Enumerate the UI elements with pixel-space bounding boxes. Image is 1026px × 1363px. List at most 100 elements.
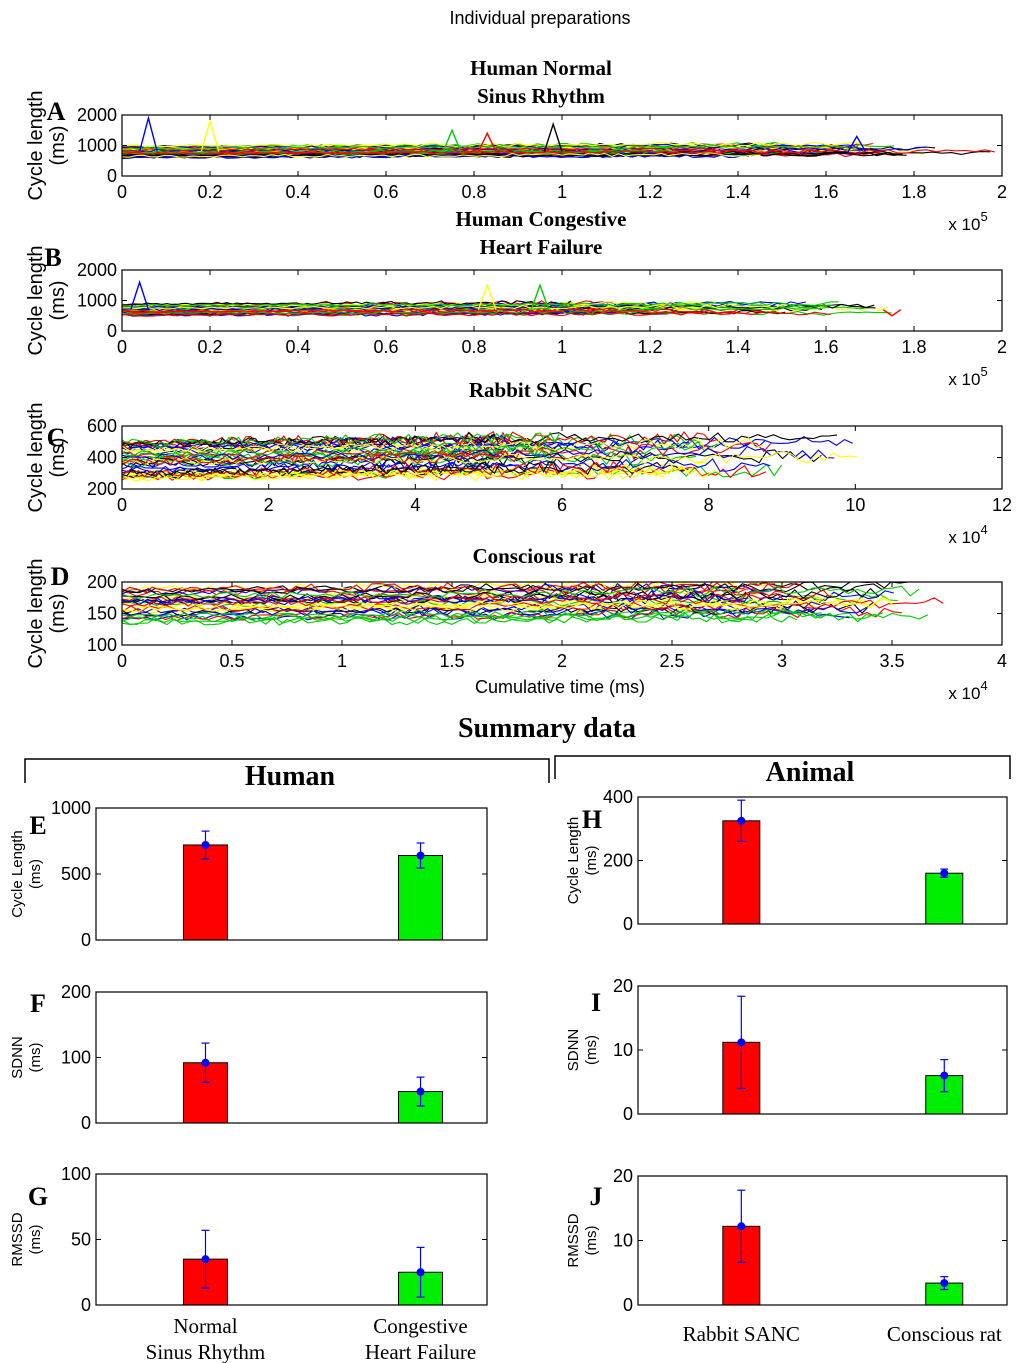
bar (182, 844, 228, 941)
y-tick-label: 10 (613, 1040, 633, 1060)
trace-series (121, 451, 858, 466)
y-axis-label-line: (ms) (583, 1035, 600, 1065)
x-axis-multiplier-exponent: 5 (980, 209, 987, 224)
y-axis-label-line: Cycle length (25, 245, 47, 355)
y-tick-label: 150 (87, 604, 117, 624)
y-tick-label: 100 (87, 635, 117, 655)
x-tick-label: 1.4 (725, 182, 750, 202)
x-tick-label: 1 (557, 337, 567, 357)
trace-series (121, 587, 880, 602)
y-axis-label: SDNN(ms) (565, 1029, 600, 1072)
category-label: Conscious rat (887, 1322, 1002, 1346)
y-axis-label: Cycle Length(ms) (565, 817, 600, 905)
trace-series (121, 606, 822, 619)
y-tick-label: 200 (61, 982, 91, 1002)
y-axis-label-line: Cycle length (25, 402, 47, 512)
trace-series (121, 449, 822, 466)
category-label: Sinus Rhythm (146, 1340, 266, 1363)
mean-marker (416, 1268, 425, 1277)
trace-series (121, 452, 526, 468)
trace-spike (543, 121, 563, 152)
y-axis-label: Cycle Length(ms) (9, 830, 44, 918)
panel-title: Heart Failure (480, 235, 603, 259)
y-axis-label-line: (ms) (583, 846, 600, 876)
y-tick-label: 50 (71, 1230, 91, 1250)
x-tick-label: 2 (997, 182, 1007, 202)
y-axis-label-line: (ms) (47, 126, 69, 166)
x-tick-label: 4 (410, 495, 420, 515)
x-axis-multiplier-exponent: 4 (980, 522, 987, 537)
trace-series (121, 598, 895, 613)
mean-marker (201, 1058, 210, 1067)
y-axis-label-line: RMSSD (9, 1212, 26, 1266)
x-tick-label: 0.6 (373, 337, 398, 357)
x-tick-label: 1 (337, 651, 347, 671)
trace-spike (130, 279, 150, 310)
trace-spike (442, 128, 462, 152)
trace-spike (477, 283, 497, 310)
y-tick-label: 2000 (77, 105, 117, 125)
trace-spike (200, 118, 220, 152)
y-tick-label: 600 (87, 416, 117, 436)
trace-series (121, 605, 902, 621)
trace-series (121, 591, 785, 607)
y-tick-label: 200 (603, 851, 633, 871)
panel-letter: H (582, 805, 602, 834)
trace-series (121, 431, 561, 446)
x-tick-label: 0.5 (219, 651, 244, 671)
y-axis-label-line: RMSSD (565, 1213, 582, 1267)
panel-letter: E (29, 811, 46, 840)
x-tick-label: 2 (264, 495, 274, 515)
mean-marker (201, 1255, 210, 1264)
trace-series (121, 431, 499, 449)
x-axis-multiplier-base: x 10 (948, 370, 980, 389)
x-tick-label: 8 (704, 495, 714, 515)
x-tick-label: 1.4 (725, 337, 750, 357)
x-tick-label: 0 (117, 337, 127, 357)
y-tick-label: 0 (107, 166, 117, 186)
x-tick-label: 1.8 (901, 337, 926, 357)
panel-title: Conscious rat (472, 544, 595, 568)
y-tick-label: 20 (613, 976, 633, 996)
mean-marker (416, 851, 425, 860)
y-tick-label: 200 (87, 572, 117, 592)
y-axis-label-line: Cycle Length (9, 830, 26, 918)
trace-spike (847, 134, 867, 152)
x-tick-label: 0.2 (197, 337, 222, 357)
y-axis-label: SDNN(ms) (9, 1036, 44, 1079)
y-axis-label: RMSSD(ms) (565, 1213, 600, 1267)
panel-letter: I (591, 988, 601, 1017)
x-axis-multiplier: x 104 (948, 678, 987, 703)
y-tick-label: 0 (623, 1104, 633, 1124)
trace-series-group (121, 581, 944, 626)
y-tick-label: 2000 (77, 260, 117, 280)
line-panel-d: Conscious rat 100 150 200 0 0.5 1 1.5 2 2.5 3 3.5 4 C… (25, 544, 1007, 703)
animal-group-bracket: Animal (554, 755, 1011, 788)
trace-series (121, 460, 625, 478)
panel-letter: B (44, 243, 61, 272)
y-axis-label-line: (ms) (27, 1225, 44, 1255)
y-axis-label-line: SDNN (565, 1029, 582, 1072)
panel-letter: D (51, 562, 70, 591)
trace-series (121, 602, 874, 617)
y-axis-label-line: (ms) (47, 438, 69, 478)
plot-frame (121, 269, 1003, 332)
category-label: Normal (173, 1314, 237, 1338)
x-tick-label: 6 (557, 495, 567, 515)
trace-series (121, 144, 894, 150)
x-tick-label: 3 (777, 651, 787, 671)
y-tick-label: 10 (613, 1231, 633, 1251)
y-tick-label: 1000 (77, 136, 117, 156)
x-axis-multiplier-base: x 10 (948, 684, 980, 703)
x-tick-label: 0 (117, 495, 127, 515)
bar (925, 872, 964, 925)
y-axis-label-line: SDNN (9, 1036, 26, 1079)
mean-marker (737, 1222, 746, 1231)
trace-series (121, 153, 750, 160)
line-panel-a: Human Normal Sinus Rhythm 0 1000 2000 0 0.2 0.4… (25, 56, 1007, 234)
x-tick-label: 0.4 (285, 337, 310, 357)
figure-top-title: Individual preparations (449, 8, 630, 28)
x-tick-label: 0 (117, 651, 127, 671)
